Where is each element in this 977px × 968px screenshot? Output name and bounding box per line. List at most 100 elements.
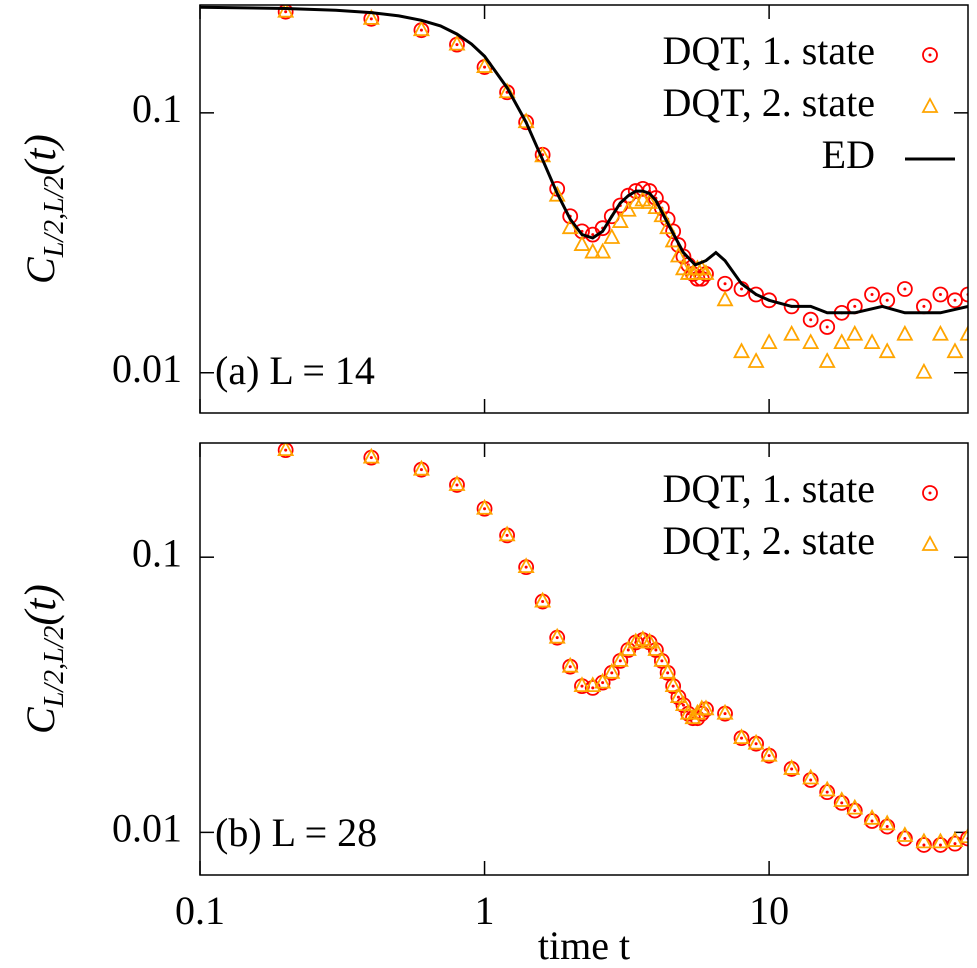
marker-ring <box>594 220 611 237</box>
marker-dot <box>681 703 685 707</box>
data-point <box>947 835 963 852</box>
marker-ring <box>802 772 819 788</box>
marker-triangle <box>277 443 295 457</box>
marker-dot <box>284 448 288 452</box>
data-point <box>947 292 963 309</box>
y-label-main: C <box>18 706 63 734</box>
marker-ring <box>879 818 896 835</box>
marker-triangle <box>611 650 629 667</box>
data-point <box>863 333 881 350</box>
marker-ring <box>819 784 836 801</box>
marker-triangle <box>896 324 914 341</box>
data-point <box>476 57 494 73</box>
marker-triangle <box>896 826 914 842</box>
marker-triangle <box>931 324 949 341</box>
marker-dot <box>825 325 829 329</box>
marker-ring <box>916 837 932 853</box>
data-point <box>412 20 430 37</box>
marker-ring <box>864 813 880 829</box>
plot-frame <box>199 4 969 414</box>
data-point <box>362 447 380 464</box>
data-point <box>833 791 851 807</box>
marker-triangle <box>802 333 820 350</box>
marker-dot <box>740 736 744 740</box>
marker-ring <box>896 281 913 297</box>
marker-dot <box>870 293 874 297</box>
marker-dot <box>809 778 813 782</box>
marker-triangle <box>584 242 602 259</box>
marker-dot <box>591 686 595 690</box>
marker-triangle <box>747 733 765 750</box>
data-point <box>931 832 949 849</box>
data-point <box>760 745 778 762</box>
data-point <box>594 242 612 259</box>
data-point <box>627 632 645 649</box>
marker-dot <box>938 293 942 297</box>
data-point <box>641 193 659 209</box>
data-point <box>412 459 430 476</box>
data-point <box>783 759 801 775</box>
marker-triangle <box>946 831 964 847</box>
data-point <box>561 218 579 235</box>
line-series <box>200 5 968 315</box>
data-point <box>922 485 938 501</box>
marker-triangle <box>946 342 964 359</box>
marker-dot <box>928 53 932 57</box>
marker-dot <box>853 304 857 308</box>
data-point <box>664 676 682 693</box>
marker-dot <box>666 671 670 675</box>
marker-dot <box>626 648 630 652</box>
marker-triangle <box>627 632 645 649</box>
data-point <box>846 798 864 815</box>
marker-triangle <box>931 832 949 849</box>
marker-triangle <box>412 20 430 37</box>
marker-triangle <box>915 832 933 849</box>
marker-triangle <box>619 640 637 656</box>
marker-triangle <box>697 699 715 716</box>
data-point <box>931 324 949 341</box>
y-tick-label: 0.01 <box>112 346 182 391</box>
data-point <box>517 112 535 129</box>
y-label-tail: (t) <box>16 584 65 626</box>
data-point <box>619 200 637 217</box>
marker-dot <box>505 533 509 537</box>
marker-triangle <box>833 333 851 350</box>
data-point <box>959 324 968 341</box>
data-point <box>833 794 850 811</box>
marker-triangle <box>733 342 751 359</box>
marker-dot <box>825 790 829 794</box>
marker-triangle <box>716 290 734 307</box>
data-point <box>448 475 466 491</box>
data-point <box>916 837 932 853</box>
y-label-sub: L/2,L/2 <box>39 626 70 709</box>
data-point <box>716 703 734 720</box>
marker-triangle <box>548 627 566 644</box>
data-point <box>277 443 295 457</box>
marker-ring <box>922 47 938 63</box>
data-point <box>878 342 896 359</box>
data-point <box>717 275 733 292</box>
marker-triangle <box>659 662 677 679</box>
data-point <box>819 784 836 801</box>
marker-triangle <box>611 212 629 228</box>
data-point <box>896 281 913 297</box>
y-label-main: C <box>18 256 63 284</box>
marker-triangle <box>362 447 380 464</box>
data-point <box>716 290 734 307</box>
marker-dot <box>555 636 559 640</box>
plot-frame <box>199 442 969 876</box>
marker-triangle <box>277 5 295 18</box>
marker-ring <box>846 802 863 819</box>
y-axis-label: CL/2,L/2(t) <box>16 584 70 734</box>
data-point <box>498 82 516 99</box>
marker-triangle <box>863 808 881 825</box>
marker-triangle <box>959 827 968 844</box>
plot-area <box>200 5 968 379</box>
data-point <box>802 311 819 328</box>
marker-dot <box>922 304 926 308</box>
data-point <box>584 242 602 259</box>
marker-dot <box>455 483 459 487</box>
marker-triangle <box>833 791 851 807</box>
data-point <box>833 333 851 350</box>
marker-triangle <box>674 695 692 712</box>
